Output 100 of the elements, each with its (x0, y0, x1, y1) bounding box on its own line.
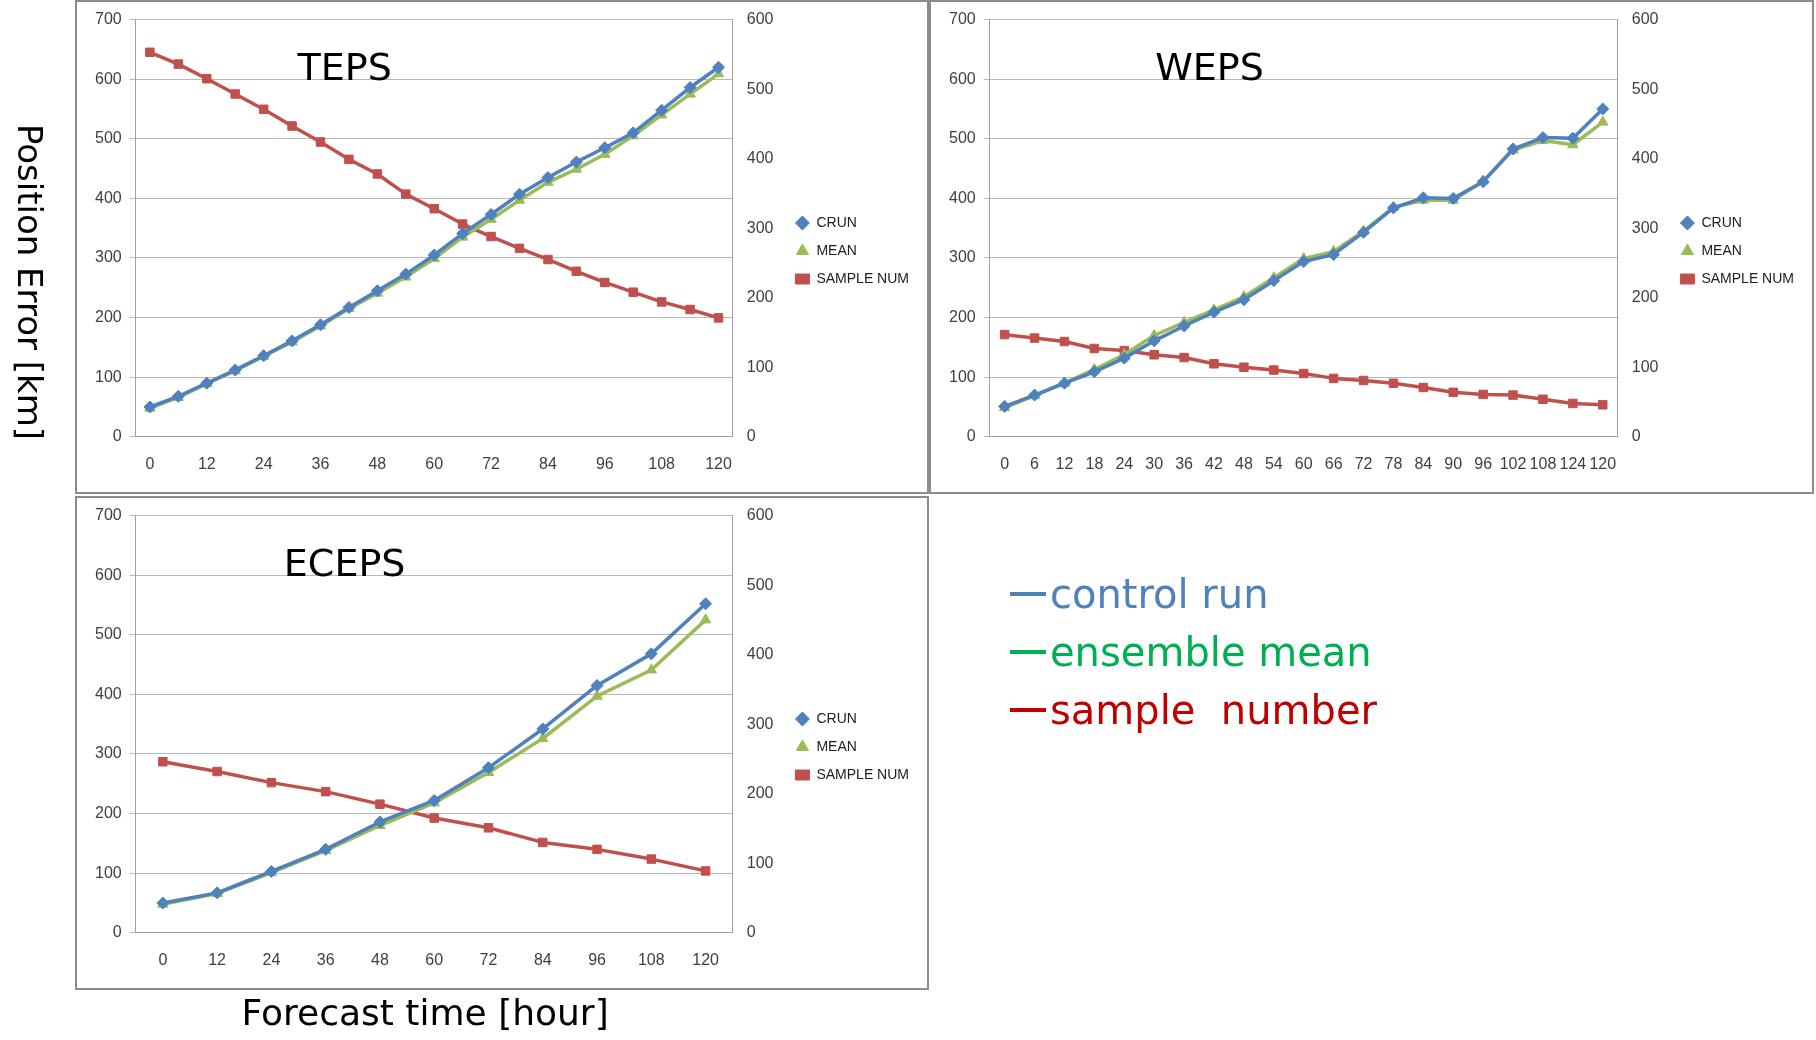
y2-tick-label: 600 (746, 10, 774, 28)
x-tick-label: 12 (1055, 454, 1074, 472)
x-tick-label: 96 (595, 454, 614, 472)
point (699, 597, 713, 611)
legend-label: MEAN (816, 737, 857, 754)
y-tick-label: 400 (948, 188, 976, 206)
x-tick-label: 36 (311, 454, 330, 472)
point (1267, 274, 1281, 288)
point (484, 207, 498, 221)
point (683, 81, 697, 95)
legend-label: CRUN (1701, 213, 1742, 230)
point (158, 757, 168, 767)
point (1327, 247, 1341, 261)
point (1388, 378, 1399, 388)
point (1508, 390, 1518, 400)
x-axis-title: Forecast time [hour] (240, 992, 610, 1033)
point (1358, 375, 1369, 386)
point (543, 254, 553, 265)
x-tick-label: 36 (1175, 454, 1194, 472)
point (1269, 365, 1279, 375)
point (429, 813, 439, 823)
x-tick-label: 66 (1324, 454, 1343, 472)
y2-tick-label: 100 (746, 853, 774, 871)
x-tick-label: 84 (539, 454, 557, 472)
point (1597, 115, 1609, 126)
x-tick-label: 84 (533, 950, 552, 968)
y-tick-label: 700 (94, 506, 122, 524)
x-tick-label: 0 (1000, 454, 1010, 472)
point (699, 613, 712, 624)
point (375, 799, 385, 809)
legend-label: CRUN (816, 213, 857, 230)
legend-label: sample number (1050, 687, 1377, 733)
y-tick-label: 0 (966, 427, 976, 445)
y2-tick-label: 200 (746, 288, 774, 306)
point (591, 689, 603, 700)
y2-tick-label: 300 (746, 218, 774, 236)
point (1298, 368, 1309, 379)
point (212, 766, 222, 777)
y2-tick-label: 600 (1631, 10, 1659, 28)
legend-label: SAMPLE NUM (816, 269, 910, 286)
y-tick-label: 700 (948, 10, 976, 28)
y2-tick-label: 400 (1631, 149, 1659, 167)
x-tick-label: 12 (208, 950, 227, 968)
x-tick-label: 72 (482, 454, 501, 472)
point (1179, 352, 1189, 363)
point (628, 287, 638, 297)
point (457, 219, 468, 229)
x-tick-label: 30 (1145, 454, 1164, 472)
y2-tick-label: 100 (746, 357, 774, 375)
x-tick-label: 78 (1384, 454, 1403, 472)
x-tick-label: 60 (1294, 454, 1313, 472)
point (646, 854, 657, 864)
point (401, 189, 411, 199)
y-tick-label: 300 (94, 744, 122, 762)
y-tick-label: 200 (948, 308, 976, 326)
point (538, 837, 548, 848)
y-tick-label: 600 (94, 69, 122, 87)
point (287, 121, 297, 131)
point (536, 722, 550, 736)
x-tick-label: 6 (1030, 454, 1040, 472)
text: ECEPS (283, 540, 406, 585)
y2-tick-label: 500 (746, 79, 774, 97)
x-tick-label: 60 (425, 950, 444, 968)
y-tick-label: 0 (112, 427, 122, 445)
x-tick-label: 96 (588, 950, 607, 968)
point (1237, 293, 1251, 307)
point (1089, 343, 1100, 354)
x-tick-label: 102 (1499, 454, 1527, 472)
x-tick-label: 12 (197, 454, 216, 472)
y-tick-label: 100 (948, 367, 976, 385)
x-tick-label: 90 (1444, 454, 1463, 472)
y2-tick-label: 0 (746, 427, 756, 445)
point (266, 777, 277, 788)
x-tick-label: 120 (705, 454, 732, 472)
point (1059, 336, 1070, 347)
point (344, 154, 354, 165)
x-tick-label: 0 (145, 454, 155, 472)
x-tick-label: 24 (254, 454, 273, 472)
point (655, 103, 669, 117)
point (1029, 333, 1040, 343)
point (1087, 365, 1101, 379)
point (1566, 131, 1580, 145)
x-tick-label: 48 (371, 950, 389, 968)
legend-label: SAMPLE NUM (1701, 269, 1795, 286)
y-tick-label: 400 (94, 684, 122, 702)
point (713, 313, 724, 323)
x-tick-label: 60 (425, 454, 444, 472)
point (513, 187, 527, 201)
x-tick-label: 36 (316, 950, 335, 968)
point (1568, 398, 1578, 409)
legend-label: ensemble mean (1050, 629, 1372, 675)
x-tick-label: 84 (1414, 454, 1433, 472)
y2-tick-label: 0 (746, 923, 756, 941)
y-tick-label: 400 (94, 188, 122, 206)
y2-tick-label: 500 (1631, 79, 1659, 97)
x-tick-label: 0 (158, 950, 168, 968)
point (598, 141, 612, 155)
point (481, 761, 495, 775)
point (569, 155, 583, 169)
point (145, 47, 155, 58)
